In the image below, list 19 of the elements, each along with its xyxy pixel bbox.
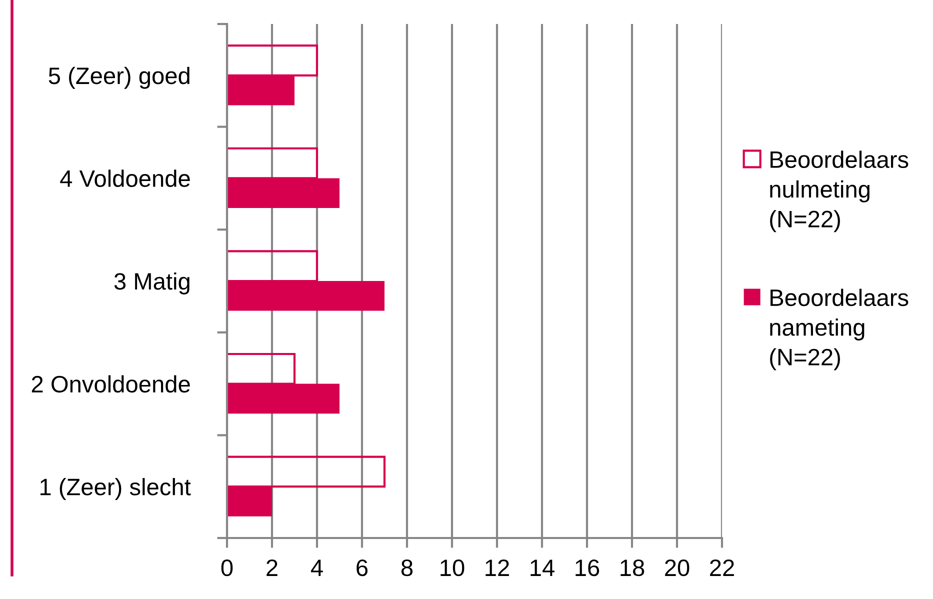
legend-label: Beoordelaars nameting (N=22) [770, 288, 908, 370]
x-tick-label: 0 [221, 559, 233, 576]
y-tick-label: 4 Voldoende [60, 170, 190, 187]
x-tick-label: 16 [576, 559, 600, 576]
x-tick-label: 2 [266, 559, 278, 576]
y-tick-label: 3 Matig [114, 272, 190, 294]
x-tick-label: 22 [710, 559, 734, 576]
y-tick-label: 2 Onvoldoende [32, 375, 190, 393]
y-tick-label: 1 (Zeer) slecht [40, 478, 191, 500]
x-tick-label: 18 [620, 559, 644, 576]
x-tick-label: 20 [665, 559, 690, 576]
x-tick-label: 4 [310, 560, 323, 576]
x-tick-label: 8 [401, 559, 413, 576]
y-tick-label: 5 (Zeer) goed [48, 66, 190, 89]
x-tick-label: 10 [440, 559, 464, 576]
legend-label: Beoordelaars nulmeting (N=22) [770, 150, 908, 232]
x-tick-label: 6 [356, 559, 368, 576]
x-tick-label: 12 [486, 559, 509, 576]
x-tick-label: 14 [530, 560, 554, 576]
